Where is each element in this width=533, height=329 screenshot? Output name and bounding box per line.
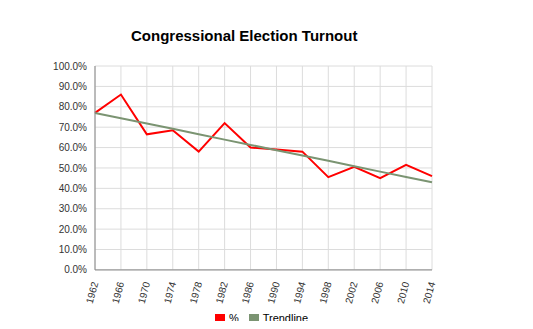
svg-text:30.0%: 30.0% <box>59 203 87 214</box>
svg-text:90.0%: 90.0% <box>59 81 87 92</box>
svg-text:100.0%: 100.0% <box>53 61 87 72</box>
svg-text:1974: 1974 <box>162 280 178 305</box>
svg-text:0.0%: 0.0% <box>64 264 87 275</box>
svg-text:2014: 2014 <box>421 280 437 305</box>
svg-text:60.0%: 60.0% <box>59 142 87 153</box>
svg-text:1986: 1986 <box>239 280 255 305</box>
svg-text:1978: 1978 <box>188 280 204 305</box>
svg-text:10.0%: 10.0% <box>59 244 87 255</box>
svg-text:1994: 1994 <box>291 280 307 305</box>
svg-text:1998: 1998 <box>317 280 333 305</box>
svg-text:70.0%: 70.0% <box>59 122 87 133</box>
svg-text:1990: 1990 <box>265 280 281 305</box>
svg-text:40.0%: 40.0% <box>59 183 87 194</box>
svg-text:80.0%: 80.0% <box>59 101 87 112</box>
svg-text:50.0%: 50.0% <box>59 163 87 174</box>
svg-text:2002: 2002 <box>343 280 359 305</box>
svg-text:1982: 1982 <box>214 280 230 305</box>
html-text:Congressional Election Turnout: Congressional Election Turnout <box>131 27 358 44</box>
svg-text:2006: 2006 <box>369 280 385 305</box>
svg-text:1962: 1962 <box>84 280 100 305</box>
svg-text:1966: 1966 <box>110 280 126 305</box>
svg-text:20.0%: 20.0% <box>59 224 87 235</box>
svg-text:2010: 2010 <box>395 280 411 305</box>
html-text:Trendline: Trendline <box>262 311 309 324</box>
svg-text:1970: 1970 <box>136 280 152 305</box>
